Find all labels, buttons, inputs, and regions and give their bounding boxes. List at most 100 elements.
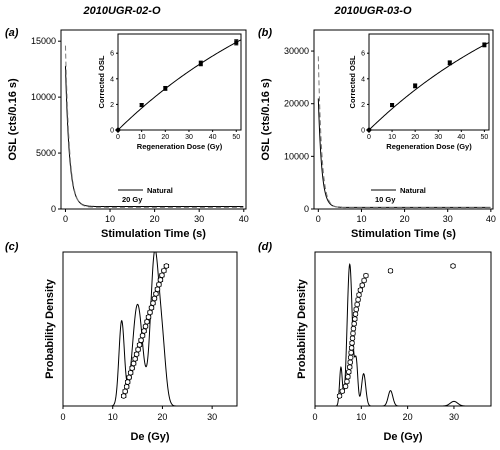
panel-d-de-point xyxy=(387,268,394,274)
panel-d-de-point xyxy=(348,345,355,351)
panel-c-de-point xyxy=(163,263,170,269)
panel-d-x-axis-label: De (Gy) xyxy=(383,431,422,443)
panel-b-inset-xtick-label: 0 xyxy=(367,134,371,141)
panel-c-de-point xyxy=(124,379,131,385)
panel-c-de-point xyxy=(159,272,165,278)
panel-b-inset-point xyxy=(390,103,395,108)
panel-a-xtick-label: 10 xyxy=(105,214,115,224)
panel-b-legend-label: 10 Gy xyxy=(375,195,396,204)
panel-b-inset-ytick-label: 2 xyxy=(361,102,365,109)
panel-c-frame xyxy=(62,251,238,407)
panel-c-de-point xyxy=(150,300,156,306)
panel-c-de-point xyxy=(130,360,137,367)
panel-b-inset-ytick-label: 4 xyxy=(361,76,365,83)
panel-a-inset-ytick-label: 2 xyxy=(110,102,114,109)
panel-a-frame xyxy=(60,29,247,210)
panel-b-series-regenerated-line xyxy=(317,56,491,209)
panel-d-xtick-label: 0 xyxy=(312,412,317,422)
panel-c-de-point xyxy=(122,388,128,395)
panel-c-de-point xyxy=(138,337,144,343)
panel-b-xtick-label: 40 xyxy=(486,214,496,224)
panel-d-de-point xyxy=(346,369,352,375)
panel-d-frame xyxy=(314,251,492,407)
panel-d-de-point xyxy=(345,374,351,380)
panel-a-series-regenerated-line xyxy=(64,45,244,208)
panel-d-de-point xyxy=(356,292,362,298)
panel-b-title: 2010UGR-03-O xyxy=(333,5,411,17)
panel-a-y-axis-label: OSL (cts/0.16 s) xyxy=(7,78,19,161)
panel-d-density-line xyxy=(315,262,491,407)
panel-d-xtick-label: 10 xyxy=(356,412,366,422)
panel-c-de-point xyxy=(147,309,153,316)
panel-b-y-axis-label: OSL (cts/0.16 s) xyxy=(260,78,272,161)
panel-c-de-point xyxy=(120,393,127,399)
panel-d-de-point xyxy=(344,378,350,385)
panel-a-title: 2010UGR-02-O xyxy=(82,5,160,17)
panel-d-xtick-label: 30 xyxy=(449,412,459,422)
panel-b-inset-xtick-label: 10 xyxy=(388,134,396,141)
panel-b-inset-y-axis-label: Corrected OSL xyxy=(348,55,357,108)
panel-a-inset-x-axis-label: Regeneration Dose (Gy) xyxy=(137,142,223,151)
panel-d-de-point xyxy=(349,335,356,341)
panel-a-inset-xtick-label: 0 xyxy=(116,134,120,141)
panel-d-de-point xyxy=(353,306,359,313)
panel-c-de-point xyxy=(132,356,138,362)
panel-d-de-point xyxy=(352,311,359,317)
panel-d-de-point xyxy=(339,388,346,394)
panel-c-de-point xyxy=(126,374,132,381)
panel-a-inset-point xyxy=(115,127,121,133)
panel-c-de-point xyxy=(141,328,147,334)
panel-a-inset-point xyxy=(198,61,203,66)
panel-c-y-axis-label: Probability Density xyxy=(44,278,56,379)
panel-d-de-point xyxy=(347,354,354,361)
panel-b-frame xyxy=(313,29,494,210)
panel-b-inset-xtick-label: 20 xyxy=(411,134,419,141)
panel-b-ytick-label: 10000 xyxy=(284,151,309,161)
panel-a-inset-point xyxy=(163,86,168,91)
panel-a-series-natural-line xyxy=(64,65,244,208)
panel-c-x-axis-label: De (Gy) xyxy=(130,431,169,443)
panel-d-de-point xyxy=(336,393,343,399)
panel-c-de-point xyxy=(127,370,134,376)
panel-d-de-point xyxy=(361,277,367,284)
panel-a-xtick-label: 40 xyxy=(239,214,249,224)
panel-b-ytick-label: 0 xyxy=(304,204,309,214)
panel-b-inset-x-axis-label: Regeneration Dose (Gy) xyxy=(386,142,472,151)
panel-a-ytick-label: 5000 xyxy=(36,148,56,158)
panel-c-de-point xyxy=(135,346,141,353)
panel-c-xtick-label: 0 xyxy=(60,412,65,422)
panel-b-inset-point xyxy=(366,127,372,133)
panel-d-y-axis-label: Probability Density xyxy=(296,278,308,379)
panel-c-xtick-label: 20 xyxy=(157,412,167,422)
panel-a-x-axis-label: Stimulation Time (s) xyxy=(101,228,206,240)
panel-b-inset-xtick-label: 40 xyxy=(457,134,465,141)
panel-c-de-point xyxy=(139,332,146,339)
panel-d-de-point xyxy=(357,287,364,293)
panel-d-de-point xyxy=(348,349,354,356)
panel-d-de-point xyxy=(450,263,456,269)
panel-c-de-point xyxy=(154,286,161,292)
panel-a-xtick-label: 20 xyxy=(150,214,160,224)
panel-c-de-point xyxy=(133,351,140,357)
panel-a-inset-fit-line xyxy=(117,39,242,131)
panel-c-xtick-label: 30 xyxy=(207,412,217,422)
panel-d-de-point xyxy=(359,282,365,288)
panel-c-de-point xyxy=(151,295,158,302)
panel-a-inset-xtick-label: 30 xyxy=(185,134,193,141)
panel-a-inset-ytick-label: 4 xyxy=(110,76,114,83)
panel-c-de-point xyxy=(129,365,135,371)
panel-c-xtick-label: 10 xyxy=(108,412,118,422)
panel-a-inset-point xyxy=(139,103,144,108)
panel-a-xtick-label: 30 xyxy=(194,214,204,224)
panel-a-inset-xtick-label: 40 xyxy=(209,134,217,141)
panel-d-de-point xyxy=(351,321,357,327)
panel-b-inset-ytick-label: 0 xyxy=(361,128,365,135)
panel-b-x-axis-label: Stimulation Time (s) xyxy=(351,228,456,240)
panel-b-xtick-label: 10 xyxy=(356,214,366,224)
panel-c-de-point xyxy=(153,291,159,297)
panel-c-de-point xyxy=(156,281,162,288)
panel-d-de-point xyxy=(352,316,358,322)
panel-c-density-line xyxy=(63,251,237,407)
